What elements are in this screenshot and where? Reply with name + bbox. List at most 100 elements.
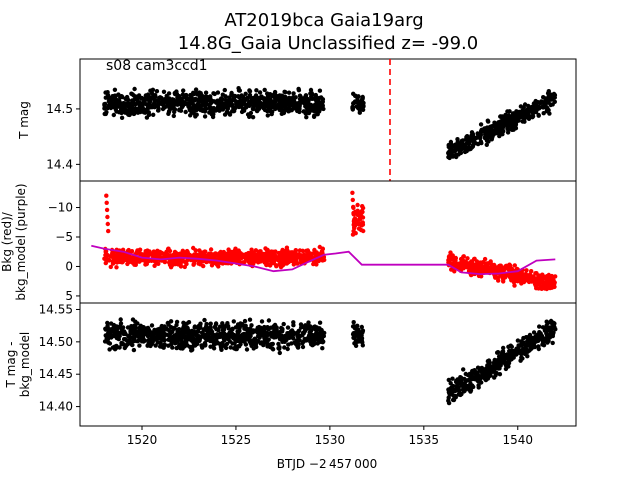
bkg-point — [454, 261, 459, 266]
top-data-point — [460, 143, 465, 149]
bkg-point — [465, 256, 470, 261]
bottom-data-point — [109, 321, 114, 326]
top-data-point — [112, 87, 118, 93]
bkg-point — [538, 277, 544, 283]
bottom-data-point — [224, 341, 230, 347]
bottom-data-point — [356, 327, 361, 333]
bkg-point — [465, 263, 470, 269]
top-data-point — [230, 102, 235, 108]
top-data-point — [219, 96, 224, 101]
bottom-data-point — [507, 352, 512, 357]
bottom-data-point — [493, 373, 498, 378]
bottom-data-point — [190, 345, 195, 350]
top-data-point — [132, 96, 138, 102]
top-data-point — [265, 113, 270, 118]
top-data-point — [449, 143, 455, 148]
bottom-data-point — [548, 331, 553, 336]
bottom-data-point — [506, 360, 512, 366]
bottom-data-point — [269, 334, 274, 339]
top-data-point — [204, 106, 209, 111]
bkg-point — [276, 257, 281, 262]
panel-top: 14.4 14.5 T mag — [17, 58, 577, 182]
bkg-point — [257, 253, 262, 259]
bkg-point — [269, 258, 274, 263]
bottom-data-point — [169, 339, 174, 344]
bottom-data-point — [158, 340, 163, 345]
top-data-point — [546, 89, 551, 94]
chart-title-line1: AT2019bca Gaia19arg — [224, 10, 423, 31]
bottom-data-point — [214, 339, 220, 345]
top-data-point — [320, 103, 325, 108]
mid-ytick-label-2: −5 — [55, 230, 73, 244]
top-data-point — [501, 129, 506, 134]
top-data-point — [283, 102, 288, 108]
top-data-point — [552, 99, 557, 105]
bottom-data-point — [281, 321, 286, 327]
bottom-data-point — [174, 319, 180, 325]
top-data-point — [360, 102, 365, 107]
bkg-point — [158, 251, 163, 256]
bkg-point — [504, 273, 509, 278]
top-data-point — [455, 140, 460, 145]
bottom-data-point — [317, 320, 323, 325]
bkg-point — [282, 252, 287, 257]
bottom-data-point — [245, 331, 251, 337]
bottom-data-point — [515, 338, 521, 343]
top-data-point — [464, 146, 469, 151]
top-data-point — [537, 104, 542, 110]
mid-ytick-label-1: 0 — [65, 259, 73, 273]
top-data-point — [297, 106, 302, 112]
bottom-data-point — [127, 341, 132, 346]
bot-ytick-label-2: 14.50 — [39, 335, 73, 349]
bottom-data-point — [266, 327, 271, 332]
xtick-label-1: 1525 — [221, 433, 252, 447]
top-data-point — [214, 100, 219, 105]
top-data-point — [271, 93, 276, 98]
top-data-point — [219, 99, 224, 104]
bottom-data-point — [133, 319, 138, 324]
top-data-point — [303, 111, 308, 116]
top-data-point — [231, 109, 236, 114]
bottom-data-point — [497, 372, 503, 377]
bkg-point — [502, 266, 507, 272]
top-data-point — [360, 97, 365, 102]
bkg-point — [501, 277, 506, 282]
bkg-point — [216, 264, 221, 269]
top-data-point — [234, 101, 239, 106]
bottom-data-point — [220, 321, 225, 326]
bottom-data-point — [518, 358, 523, 363]
bottom-data-point — [116, 324, 122, 330]
top-data-point — [183, 109, 188, 115]
bkg-point — [165, 252, 170, 257]
bottom-data-point — [230, 326, 235, 331]
bottom-data-point — [131, 324, 136, 330]
bottom-data-point — [467, 376, 472, 382]
top-data-point — [220, 107, 225, 112]
bottom-data-point — [208, 344, 213, 349]
bottom-data-point — [158, 336, 163, 341]
top-data-point — [174, 91, 180, 97]
top-data-point — [265, 103, 270, 108]
bottom-data-point — [351, 335, 356, 340]
bottom-data-point — [476, 385, 481, 390]
bkg-point — [355, 202, 360, 208]
bottom-data-point — [114, 328, 119, 334]
bottom-data-point — [302, 325, 307, 331]
mid-y-axis-label: Bkg (red)/bkg_model (purple) — [0, 183, 28, 300]
bkg-point — [173, 260, 179, 265]
bottom-data-point — [360, 328, 366, 333]
bottom-data-point — [306, 324, 311, 329]
top-data-point — [229, 90, 234, 96]
bkg-point — [453, 255, 458, 261]
top-data-point — [530, 115, 535, 120]
top-data-point — [152, 105, 157, 110]
bottom-data-point — [478, 374, 484, 379]
bottom-data-point — [266, 318, 272, 323]
bkg-point — [507, 267, 512, 272]
bottom-data-point — [189, 334, 194, 339]
bottom-data-point — [463, 371, 468, 377]
bkg-dip-point — [351, 218, 357, 224]
bottom-data-point — [205, 327, 210, 332]
bottom-data-point — [132, 335, 137, 341]
bottom-data-point — [500, 350, 505, 355]
